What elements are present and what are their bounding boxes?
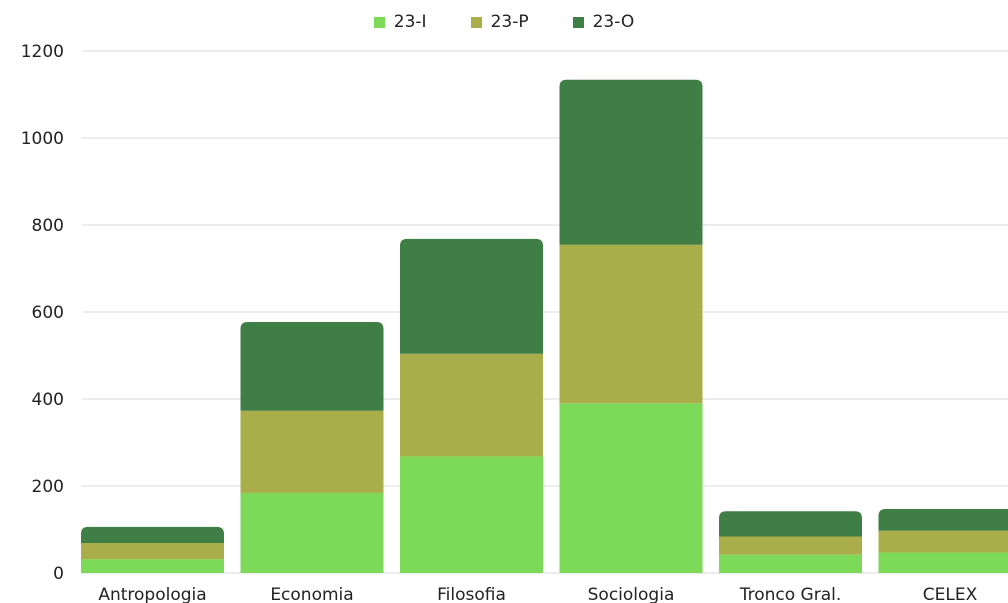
bar-segment <box>240 410 384 493</box>
legend-item: 23-O <box>572 12 635 32</box>
y-tick-label: 1200 <box>21 42 64 62</box>
y-tick-label: 600 <box>32 303 64 323</box>
y-tick-label: 400 <box>32 390 64 410</box>
y-tick-label: 800 <box>32 216 64 236</box>
y-tick-label: 200 <box>32 477 64 497</box>
bar-segment <box>559 403 703 573</box>
bar-segment <box>81 526 224 543</box>
x-tick-label: Filosofia <box>437 585 506 603</box>
bar-segment <box>559 79 703 245</box>
bar-segment <box>878 509 1008 531</box>
bar-segment <box>719 554 862 573</box>
bar-segment <box>559 244 703 404</box>
bar-segment <box>81 542 224 560</box>
legend-swatch <box>572 16 584 28</box>
legend-label: 23-P <box>490 12 529 32</box>
bar-segment <box>878 552 1008 573</box>
y-tick-label: 1000 <box>21 129 64 149</box>
x-tick-label: Sociologia <box>588 585 675 603</box>
legend-item: 23-P <box>470 12 529 32</box>
bar-segment <box>400 238 543 354</box>
legend-label: 23-O <box>592 12 635 32</box>
bar-segment <box>878 530 1008 553</box>
x-tick-label: CELEX <box>923 585 978 603</box>
chart-legend: 23-I 23-P 23-O <box>0 12 1008 32</box>
bar-segment <box>240 492 384 573</box>
bar-segment <box>400 456 543 573</box>
legend-swatch <box>373 16 385 28</box>
bar-segment <box>719 536 862 555</box>
x-tick-label: Economia <box>270 585 353 603</box>
x-tick-label: Antropologia <box>98 585 206 603</box>
bar-segment <box>240 322 384 411</box>
y-tick-label: 0 <box>53 564 64 584</box>
legend-item: 23-I <box>373 12 427 32</box>
legend-label: 23-I <box>393 12 427 32</box>
x-tick-label: Tronco Gral. <box>739 585 842 603</box>
bar-segment <box>719 511 862 537</box>
bar-segment <box>81 559 224 573</box>
legend-swatch <box>470 16 482 28</box>
bar-segment <box>400 353 543 457</box>
